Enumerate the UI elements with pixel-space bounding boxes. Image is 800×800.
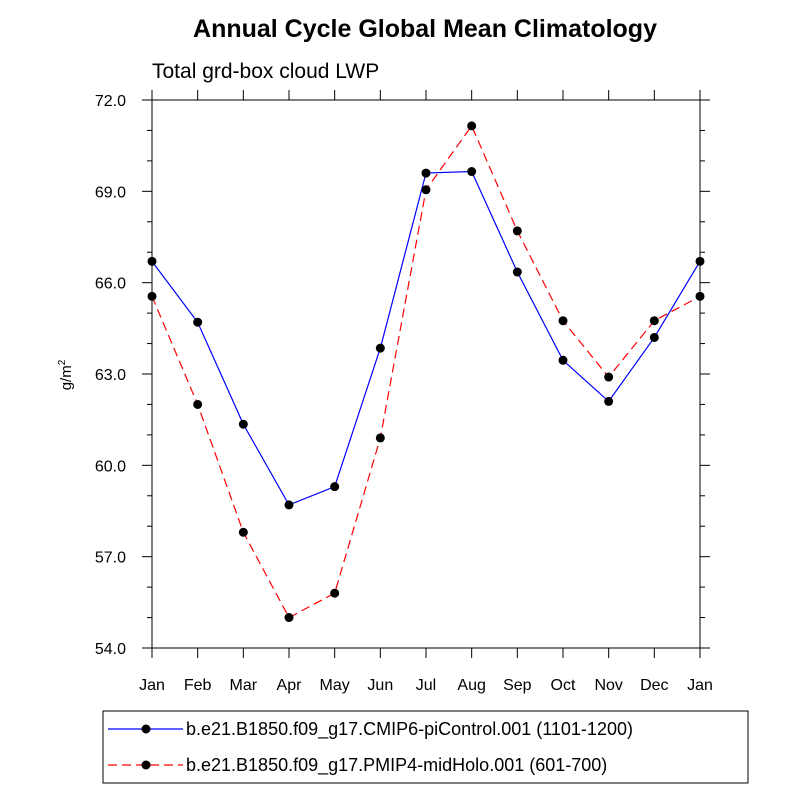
data-point bbox=[421, 168, 431, 178]
y-axis-label: g/m2 bbox=[57, 359, 75, 390]
data-point bbox=[421, 185, 431, 195]
data-point bbox=[375, 343, 385, 353]
y-tick-label: 57.0 bbox=[95, 550, 126, 567]
series-layer bbox=[147, 121, 705, 623]
legend-marker bbox=[141, 724, 151, 734]
x-tick-label: Aug bbox=[457, 677, 485, 694]
x-tick-label: Oct bbox=[551, 677, 576, 694]
x-tick-label: May bbox=[320, 677, 350, 694]
data-point bbox=[695, 291, 705, 301]
chart-subtitle: Total grd-box cloud LWP bbox=[152, 60, 379, 83]
data-point bbox=[238, 527, 248, 537]
y-tick-label: 72.0 bbox=[95, 93, 126, 110]
x-tick-label: Nov bbox=[594, 677, 622, 694]
legend-label: b.e21.B1850.f09_g17.PMIP4-midHolo.001 (6… bbox=[186, 755, 607, 776]
legend-box bbox=[102, 710, 749, 784]
data-point bbox=[284, 500, 294, 510]
data-point bbox=[604, 372, 614, 382]
y-tick-label: 54.0 bbox=[95, 641, 126, 658]
legend-marker bbox=[141, 760, 151, 770]
legend: b.e21.B1850.f09_g17.CMIP6-piControl.001 … bbox=[102, 710, 749, 784]
series-line bbox=[151, 124, 701, 619]
plot-border bbox=[151, 99, 701, 649]
y-tick-label: 66.0 bbox=[95, 276, 126, 293]
data-point bbox=[512, 226, 522, 236]
x-tick-label: Jan bbox=[687, 677, 713, 694]
data-point bbox=[604, 396, 614, 406]
data-point bbox=[695, 256, 705, 266]
chart-title: Annual Cycle Global Mean Climatology bbox=[193, 15, 657, 43]
data-point bbox=[330, 588, 340, 598]
y-tick-label: 69.0 bbox=[95, 184, 126, 201]
data-point bbox=[558, 355, 568, 365]
x-tick-label: Feb bbox=[184, 677, 212, 694]
legend-entry-2: b.e21.B1850.f09_g17.PMIP4-midHolo.001 (6… bbox=[108, 755, 607, 776]
data-point bbox=[193, 399, 203, 409]
legend-label: b.e21.B1850.f09_g17.CMIP6-piControl.001 … bbox=[186, 719, 633, 740]
data-point bbox=[512, 267, 522, 277]
data-point bbox=[193, 317, 203, 327]
legend-entry-1: b.e21.B1850.f09_g17.CMIP6-piControl.001 … bbox=[108, 719, 633, 740]
data-point bbox=[147, 291, 157, 301]
data-point bbox=[375, 433, 385, 443]
x-tick-label: Jan bbox=[139, 677, 165, 694]
y-axis: 54.0 57.0 60.0 63.0 66.0 69.0 72.0 bbox=[95, 93, 710, 658]
data-point bbox=[238, 419, 248, 429]
x-axis: Jan Feb Mar Apr May Jun Jul Aug Sep Oct Nov Dec Jan bbox=[139, 90, 713, 694]
x-tick-label: Dec bbox=[640, 677, 668, 694]
data-point bbox=[147, 256, 157, 266]
data-point bbox=[558, 316, 568, 326]
series-2 bbox=[147, 121, 705, 623]
data-point bbox=[330, 482, 340, 492]
y-axis-label-superscript: 2 bbox=[57, 359, 68, 365]
x-tick-label: Apr bbox=[277, 677, 303, 694]
series-1 bbox=[147, 167, 705, 510]
x-tick-label: Jun bbox=[367, 677, 393, 694]
y-tick-label: 63.0 bbox=[95, 367, 126, 384]
x-tick-label: Jul bbox=[416, 677, 436, 694]
x-tick-label: Mar bbox=[230, 677, 258, 694]
data-point bbox=[467, 167, 477, 177]
y-tick-label: 60.0 bbox=[95, 458, 126, 475]
x-tick-label: Sep bbox=[503, 677, 532, 694]
plot-frame bbox=[151, 99, 701, 649]
data-point bbox=[649, 332, 659, 342]
y-axis-label-text: g/m bbox=[58, 365, 75, 390]
data-point bbox=[649, 316, 659, 326]
data-point bbox=[467, 121, 477, 131]
series-line bbox=[151, 170, 701, 506]
data-point bbox=[284, 613, 294, 623]
